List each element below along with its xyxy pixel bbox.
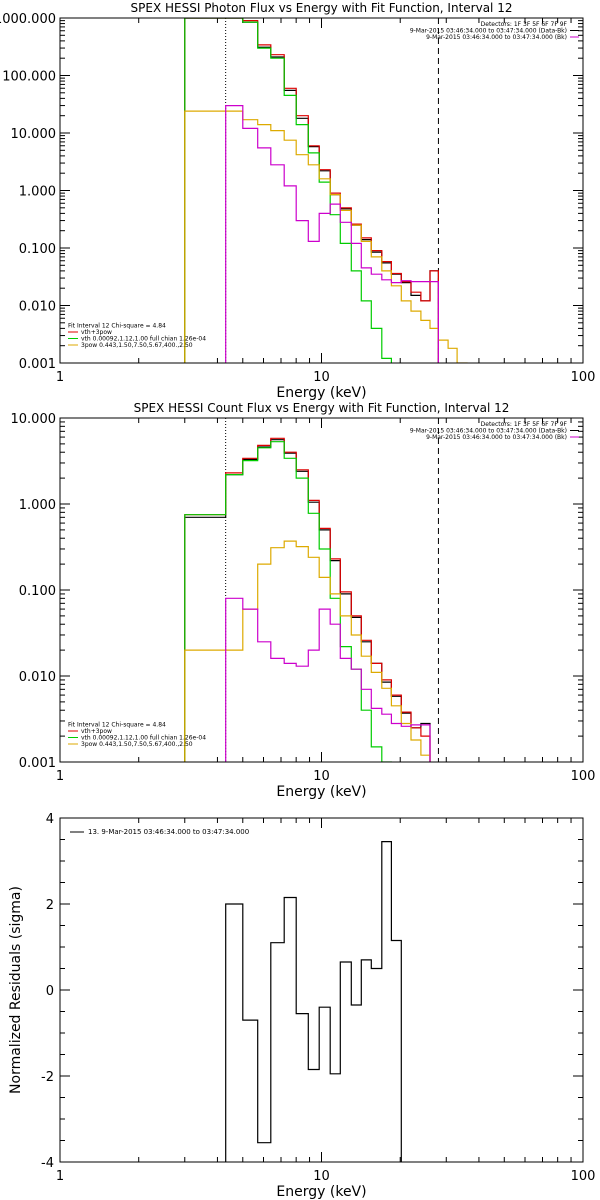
legend-top: Detectors: 1F 3F 5F 6F 7F 9F9-Mar-2015 0… [410, 21, 579, 41]
series-group [184, 437, 431, 762]
x-axis-ticks: 1 10 100 [56, 418, 596, 784]
legend-entry: vth 0.00092,1.12,1.00 full chian 1.26e-0… [81, 336, 206, 343]
y-axis-ticks: -4 -2 0 2 4 [41, 812, 583, 1171]
y-tick-label: 2 [46, 898, 54, 913]
legend-entry: vth+3pow [81, 728, 112, 735]
y-tick-label: 0 [46, 984, 54, 999]
plot-frame [59, 17, 584, 364]
series-line-3pow [184, 110, 468, 363]
legend-entry: 9-Mar-2015 03:46:34.000 to 03:47:34.000 … [426, 34, 567, 41]
y-tick-label: 0.001 [19, 357, 56, 372]
y-axis-ticks: 0.001 0.010 0.100 1.000 10.000 [11, 412, 583, 771]
legend-entry: 9-Mar-2015 03:46:34.000 to 03:47:34.000 … [426, 434, 567, 441]
chart-title: SPEX HESSI Photon Flux vs Energy with Fi… [131, 1, 513, 15]
legend-entry: 9-Mar-2015 03:46:34.000 to 03:47:34.000 … [410, 28, 567, 35]
series-line-3pow [184, 540, 431, 762]
x-axis-ticks: 1 10 100 [56, 818, 596, 1184]
y-tick-label: 1000.000 [0, 12, 56, 27]
legend-entry: vth+3pow [81, 329, 112, 336]
y-axis-label: Normalized Residuals (sigma) [8, 886, 24, 1094]
y-tick-label: 0.001 [19, 756, 56, 771]
series-line-residuals [225, 841, 402, 1162]
x-tick-label: 1 [56, 1169, 64, 1184]
series-line-vth-3pow [184, 18, 439, 363]
y-tick-label: 0.010 [19, 670, 56, 685]
legend-entry: vth 0.00092,1.12,1.00 full chian 1.26e-0… [81, 735, 206, 742]
x-tick-label: 10 [313, 370, 330, 385]
series-line-data-bk [184, 18, 439, 363]
series-line-vth [184, 18, 392, 363]
legend-top: 13. 9-Mar-2015 03:46:34.000 to 03:47:34.… [70, 828, 249, 836]
series-group [225, 841, 402, 1162]
y-tick-label: -2 [41, 1070, 54, 1085]
legend-entry: Fit Interval 12 Chi-square = 4.84 [68, 722, 166, 729]
chart-panel-2: SPEX HESSI Count Flux vs Energy with Fit… [11, 401, 596, 800]
y-tick-label: 100.000 [2, 70, 56, 85]
y-tick-label: 0.100 [19, 584, 56, 599]
series-line-bk [225, 597, 431, 762]
x-axis-label: Energy (keV) [276, 784, 366, 800]
x-tick-label: 10 [313, 769, 330, 784]
x-tick-label: 100 [571, 370, 596, 385]
legend-entry: 3pow 0.443,1.50,7.50,5.67,400.,2.50 [81, 342, 193, 349]
y-tick-label: -4 [41, 1156, 54, 1171]
series-line-data-bk [184, 439, 431, 762]
legend-entry: 13. 9-Mar-2015 03:46:34.000 to 03:47:34.… [88, 828, 249, 836]
x-axis-ticks: 1 10 100 [56, 18, 596, 385]
x-tick-label: 100 [571, 769, 596, 784]
y-axis-ticks: 0.001 0.010 0.100 1.000 10.000 100.000 1000.00… [0, 12, 583, 372]
chart-panel-1: SPEX HESSI Photon Flux vs Energy with Fi… [0, 1, 595, 401]
series-line-vth-3pow [184, 437, 431, 762]
series-line-vth [184, 441, 392, 762]
series-group [184, 18, 468, 363]
y-tick-label: 1.000 [19, 185, 56, 200]
y-tick-label: 1.000 [19, 498, 56, 513]
x-axis-label: Energy (keV) [276, 1184, 366, 1200]
chart-panel-3: 1 10 100 Energy (keV) -4 -2 0 2 4 Normalized Resi… [8, 812, 595, 1200]
legend-entry: 3pow 0.443,1.50,7.50,5.67,400.,2.50 [81, 741, 193, 748]
x-tick-label: 10 [313, 1169, 330, 1184]
series-line-bk [225, 105, 439, 363]
y-tick-label: 10.000 [11, 127, 57, 142]
legend-entry: 9-Mar-2015 03:46:34.000 to 03:47:34.000 … [410, 428, 567, 435]
y-tick-label: 0.010 [19, 300, 56, 315]
y-tick-label: 0.100 [19, 242, 56, 257]
plot-frame [59, 417, 584, 763]
x-tick-label: 1 [56, 769, 64, 784]
legend-entry: Fit Interval 12 Chi-square = 4.84 [68, 323, 166, 330]
y-tick-label: 4 [46, 812, 54, 827]
legend-bottom: Fit Interval 12 Chi-square = 4.84vth+3po… [68, 323, 206, 349]
x-axis-label: Energy (keV) [276, 385, 366, 401]
chart-title: SPEX HESSI Count Flux vs Energy with Fit… [134, 401, 510, 415]
legend-bottom: Fit Interval 12 Chi-square = 4.84vth+3po… [68, 722, 206, 748]
y-tick-label: 10.000 [11, 412, 57, 427]
plot-frame [59, 817, 584, 1163]
x-tick-label: 100 [571, 1169, 596, 1184]
legend-entry: Detectors: 1F 3F 5F 6F 7F 9F [481, 421, 568, 428]
x-tick-label: 1 [56, 370, 64, 385]
legend-entry: Detectors: 1F 3F 5F 6F 7F 9F [481, 21, 568, 28]
legend-top: Detectors: 1F 3F 5F 6F 7F 9F9-Mar-2015 0… [410, 421, 579, 441]
